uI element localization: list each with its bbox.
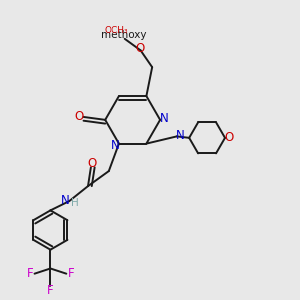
Text: H: H: [70, 198, 78, 208]
Text: O: O: [88, 157, 97, 170]
Text: O: O: [74, 110, 83, 123]
Text: N: N: [111, 139, 120, 152]
Text: F: F: [47, 284, 54, 297]
Text: OCH₃: OCH₃: [105, 26, 128, 35]
Text: O: O: [224, 131, 234, 144]
Text: N: N: [176, 129, 184, 142]
Text: O: O: [136, 42, 145, 56]
Text: F: F: [27, 268, 33, 281]
Text: methoxy: methoxy: [100, 30, 146, 40]
Text: N: N: [61, 194, 70, 207]
Text: F: F: [68, 268, 74, 281]
Text: N: N: [160, 112, 169, 125]
